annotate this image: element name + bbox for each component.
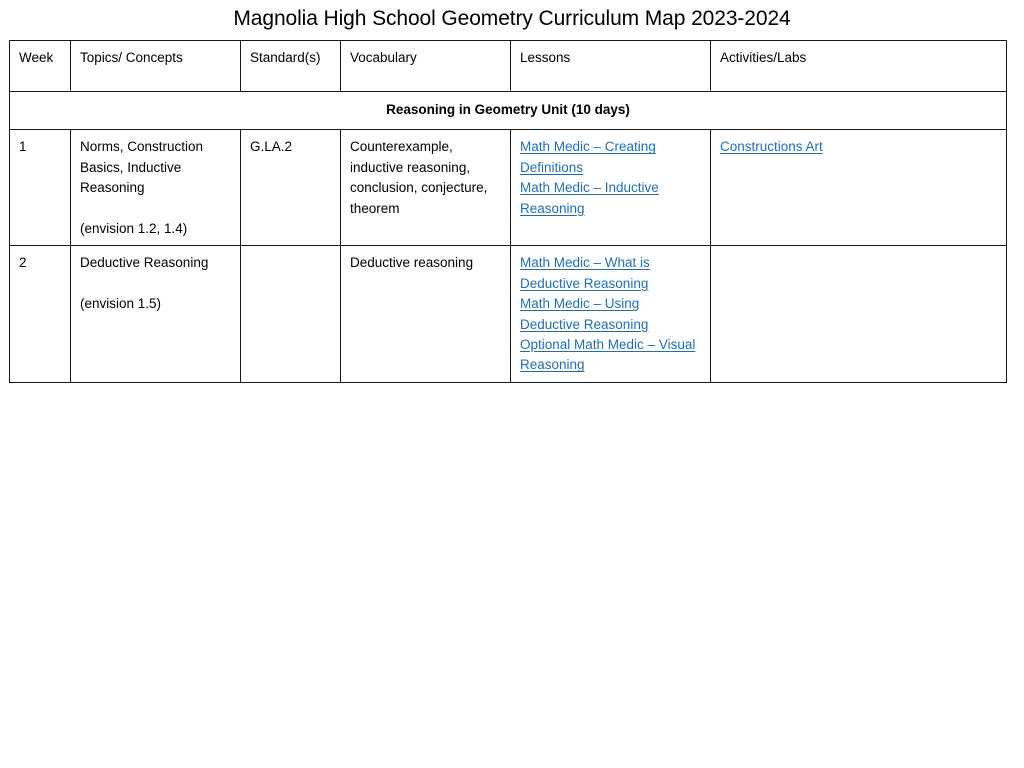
cell-lessons: Math Medic – Creating Definitions Math Me… bbox=[510, 129, 711, 247]
column-header-vocabulary: Vocabulary bbox=[340, 40, 511, 92]
resource-link[interactable]: Math Medic – Inductive Reasoning bbox=[520, 180, 659, 216]
unit-header-row: Reasoning in Geometry Unit (10 days) bbox=[9, 90, 1007, 131]
cell-activities bbox=[710, 245, 1007, 384]
resource-link[interactable]: Math Medic – Using Deductive Reasoning bbox=[520, 296, 649, 332]
table-header: Week Topics/ Concepts Standard(s) Vocabu… bbox=[9, 40, 1007, 92]
page-title: Magnolia High School Geometry Curriculum… bbox=[233, 7, 791, 30]
column-header-activities: Activities/Labs bbox=[710, 40, 1007, 92]
cell-topics: Deductive Reasoning (envision 1.5) bbox=[70, 245, 241, 384]
resource-link[interactable]: Math Medic – What is Deductive Reasoning bbox=[520, 255, 650, 291]
curriculum-map-table: Week Topics/ Concepts Standard(s) Vocabu… bbox=[9, 40, 1007, 384]
cell-vocabulary: Deductive reasoning bbox=[340, 245, 511, 384]
cell-week: 2 bbox=[9, 245, 71, 384]
column-header-topics: Topics/ Concepts bbox=[70, 40, 241, 92]
resource-link[interactable]: Optional Math Medic – Visual Reasoning bbox=[520, 337, 696, 373]
cell-standard bbox=[240, 245, 341, 384]
cell-vocabulary: Counterexample, inductive reasoning, con… bbox=[340, 129, 511, 247]
resource-link[interactable]: Math Medic – Creating Definitions bbox=[520, 139, 656, 175]
table-row: 1 Norms, Construction Basics, Inductive … bbox=[9, 129, 1007, 247]
column-header-lessons: Lessons bbox=[510, 40, 711, 92]
resource-link[interactable]: Constructions Art bbox=[720, 139, 823, 155]
cell-lessons: Math Medic – What is Deductive Reasoning… bbox=[510, 245, 711, 384]
cell-standard: G.LA.2 bbox=[240, 129, 341, 247]
column-header-standard: Standard(s) bbox=[240, 40, 341, 92]
cell-topics: Norms, Construction Basics, Inductive Re… bbox=[70, 129, 241, 247]
table-header-row: Week Topics/ Concepts Standard(s) Vocabu… bbox=[9, 40, 1007, 92]
cell-week: 1 bbox=[9, 129, 71, 247]
column-header-week: Week bbox=[9, 40, 71, 92]
unit-header-label: Reasoning in Geometry Unit (10 days) bbox=[9, 90, 1007, 131]
table-body: Reasoning in Geometry Unit (10 days) 1 N… bbox=[9, 90, 1007, 384]
activity-link-list: Constructions Art bbox=[720, 137, 997, 157]
lesson-link-list: Math Medic – Creating Definitions Math Me… bbox=[520, 137, 701, 219]
table-row: 2 Deductive Reasoning (envision 1.5) Ded… bbox=[9, 245, 1007, 384]
cell-activities: Constructions Art bbox=[710, 129, 1007, 247]
lesson-link-list: Math Medic – What is Deductive Reasoning… bbox=[520, 253, 701, 375]
